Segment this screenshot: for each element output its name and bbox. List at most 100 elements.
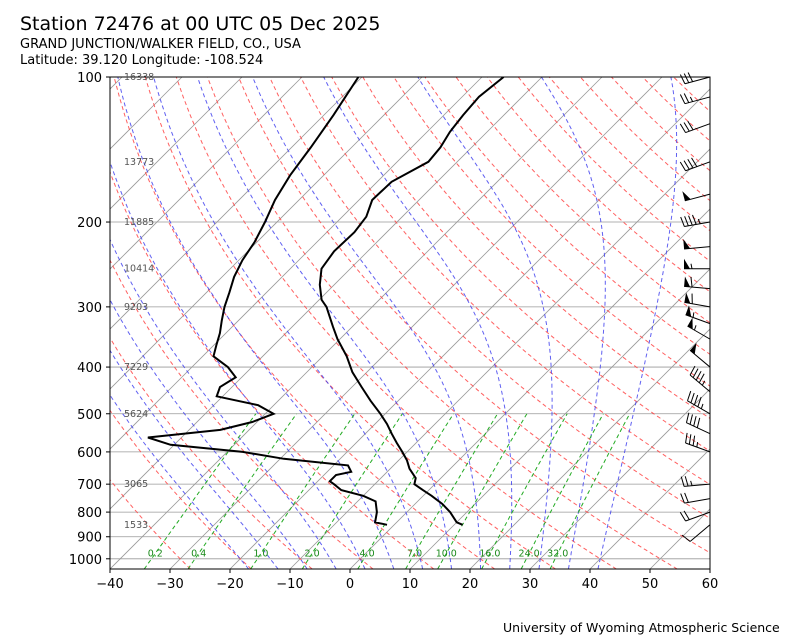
wind-barb (684, 258, 710, 270)
wind-barb-half-flag (689, 96, 694, 102)
wind-barb-shaft (685, 314, 711, 325)
mixing-ratio-label: 1.0 (253, 548, 268, 559)
moist-adiabat-line (597, 77, 678, 569)
mixing-ratio-line (405, 413, 498, 569)
x-tick-label: 20 (462, 577, 479, 592)
x-tick-label: 30 (522, 577, 539, 592)
wind-barb-flag (697, 396, 702, 407)
axes: −40 −30 −20 −10 0 10 20 30 40 50 60 100 200 300 400 500… (69, 71, 718, 592)
annotation-labels: 16338 13773 11885 10414 9203 7229 5624 3065 1533… (124, 72, 568, 559)
isotherm-line (110, 77, 483, 450)
mixing-ratio-line (187, 413, 297, 569)
isotherm-line (0, 77, 62, 569)
height-label: 1533 (124, 520, 148, 531)
wind-barb-flag (683, 160, 690, 170)
station-name: GRAND JUNCTION/WALKER FIELD, CO., USA (20, 37, 301, 52)
isotherm-line (469, 328, 710, 569)
wind-barb (685, 305, 711, 325)
wind-barb-shaft (689, 349, 711, 368)
x-tick-label: 40 (582, 577, 599, 592)
moist-adiabat-line (153, 77, 424, 569)
mixing-ratio-label: 7.0 (407, 548, 422, 559)
wind-barb-flag (690, 392, 695, 403)
x-tick-label: −20 (216, 577, 243, 592)
dry-adiabat-line (362, 77, 710, 419)
wind-barb-flag (692, 214, 697, 225)
isotherm-line (110, 77, 423, 390)
isotherm-line (110, 77, 243, 210)
mixing-ratio-line (520, 413, 604, 569)
moist-adiabat-line (110, 160, 366, 569)
x-tick-label: −30 (156, 577, 183, 592)
wind-barb (684, 276, 711, 290)
height-label: 7229 (124, 362, 148, 373)
wind-barb (689, 342, 711, 368)
wind-barb-shaft (684, 76, 711, 85)
wind-barb-flag (698, 373, 705, 383)
wind-barb-half-flag (701, 380, 706, 386)
wind-barb-shaft (687, 400, 711, 415)
wind-barb (685, 412, 711, 435)
mixing-ratio-label: 2.0 (305, 548, 320, 559)
moist-adiabat-line (323, 77, 513, 569)
wind-barb-flag (685, 432, 688, 444)
mixing-ratio-line (549, 413, 631, 569)
dry-adiabat-line (548, 77, 710, 232)
wind-barb-flag (679, 74, 686, 84)
wind-barb-shaft (685, 161, 711, 172)
wind-barb-flag (685, 412, 690, 423)
wind-barb-shaft (684, 301, 711, 308)
wind-barb-flag (689, 414, 693, 425)
wind-barb-flag (687, 72, 694, 82)
dry-adiabat-line (206, 77, 678, 569)
dry-adiabat-line (486, 77, 710, 293)
mixing-ratio-line (143, 413, 257, 569)
dry-adiabat-line (238, 77, 710, 554)
dewpoint-profile (147, 77, 388, 526)
dry-adiabat-line (517, 77, 710, 262)
wind-barb-half-flag (696, 442, 699, 448)
wind-barb-shaft (684, 285, 711, 290)
isotherm-line (110, 77, 303, 270)
isotherm-line (709, 568, 710, 569)
x-tick-label: −40 (96, 577, 123, 592)
wind-barb-half-flag (692, 312, 695, 318)
isotherm-line (409, 268, 710, 569)
isotherm-line (110, 77, 363, 330)
y-tick-label: 200 (77, 216, 102, 231)
moist-adiabat-line (540, 77, 606, 569)
isotherm-line (589, 448, 710, 569)
isotherm-line (110, 77, 183, 150)
wind-barb-flag (695, 370, 702, 381)
wind-barb (687, 317, 711, 340)
wind-barb-shaft (684, 246, 711, 250)
x-tick-label: −10 (276, 577, 303, 592)
wind-barb (683, 238, 711, 250)
wind-barb (684, 292, 711, 308)
wind-barb-pennant (684, 292, 691, 304)
wind-barb-shaft (684, 221, 711, 228)
wind-barb-flag (684, 492, 689, 503)
wind-barb (681, 524, 711, 542)
wind-barb-shaft (689, 374, 711, 393)
wind-barb-flag (687, 120, 694, 131)
isotherm-line (529, 388, 710, 569)
wind-barb-flag (687, 159, 694, 169)
wind-barb-pennant (687, 317, 693, 330)
mixing-ratio-line (437, 413, 528, 569)
wind-barb-flag (690, 276, 693, 288)
x-tick-label: 50 (642, 577, 659, 592)
height-label: 3065 (124, 479, 148, 490)
wind-barb (679, 510, 711, 522)
moist-adiabat-line (110, 298, 308, 569)
moist-adiabat-line (252, 77, 482, 569)
isotherm-line (110, 77, 603, 569)
height-label: 13773 (124, 157, 154, 168)
wind-barb-flag (683, 73, 690, 83)
moist-adiabat-line (110, 349, 279, 569)
wind-barb-shaft (687, 325, 711, 340)
x-tick-label: 60 (702, 577, 719, 592)
wind-barb-half-flag (693, 325, 697, 331)
wind-barb-half-flag (690, 480, 693, 486)
station-coordinates: Latitude: 39.120 Longitude: -108.524 (20, 53, 264, 68)
